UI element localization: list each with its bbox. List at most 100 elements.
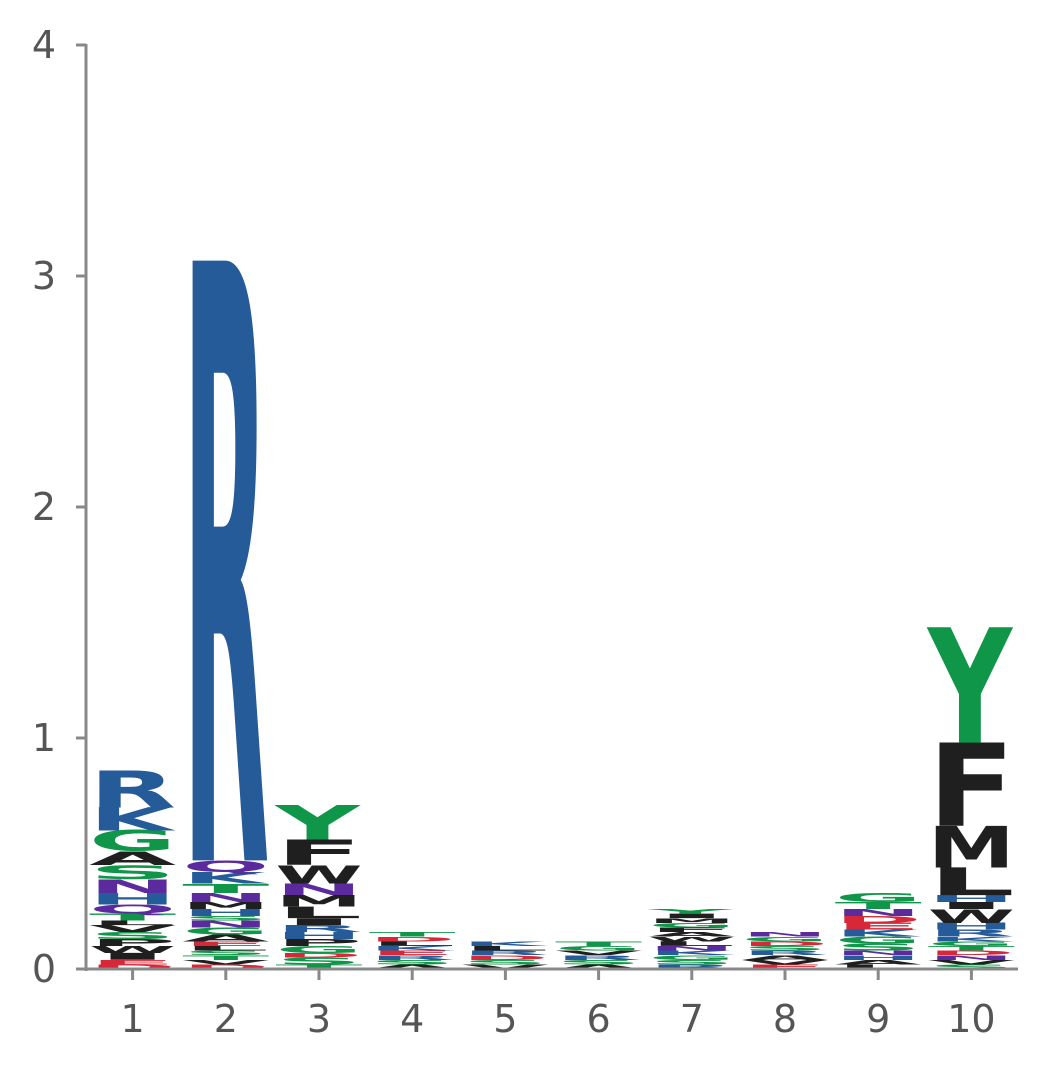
y-tick-label: 3 [32,254,56,298]
logo-letter-Y: Y [926,596,1013,781]
logo-letter-L: L [89,919,176,926]
logo-letter-S: S [555,959,642,966]
logo-letter-H: H [928,921,1015,932]
logo-letter-E: E [89,959,176,966]
logo-letter-I: I [928,900,1015,911]
logo-letter-N: N [835,907,922,918]
logo-letter-W: W [928,905,1015,927]
logo-letter-G: G [835,890,922,905]
logo-letter-W: W [648,936,735,943]
logo-letter-K: K [648,949,736,956]
logo-letter-F: F [648,926,735,933]
logo-letter-H: H [835,954,922,961]
logo-letter-V: V [741,959,829,966]
logo-letter-M: M [182,900,269,911]
logo-letter-G: G [275,944,362,955]
y-axis-ticks: 0 1 2 3 4 [32,23,86,991]
logo-letter-T: T [835,900,922,911]
logo-letter-A: A [555,963,643,970]
logo-letter-R: R [462,949,549,956]
logo-letter-D: D [462,954,549,961]
logo-letter-M: M [928,815,1015,881]
logo-letter-M: M [275,892,362,910]
logo-letter-H: H [89,890,176,908]
logo-letter-K: K [462,940,550,947]
logo-letter-E: E [835,921,922,932]
logo-letter-V: V [555,949,643,956]
logo-letter-R: R [648,963,735,970]
logo-letter-G: G [648,922,735,929]
y-tick-label: 0 [32,947,56,991]
x-tick-label: 3 [307,997,331,1041]
logo-letter-E: E [182,940,269,947]
x-tick-label: 5 [493,997,517,1041]
logo-letter-D: D [741,940,828,947]
logo-letter-D: D [182,963,269,970]
logo-letter-R: R [89,761,176,820]
x-tick-label: 2 [214,997,238,1041]
x-tick-label: 10 [947,997,995,1041]
logo-letter-N: N [182,919,269,930]
logo-letter-L: L [275,904,362,922]
logo-letter-K: K [369,945,457,952]
logo-letter-L: L [835,963,922,970]
logo-letter-S: S [369,959,456,966]
logo-letter-H: H [275,930,362,941]
logo-letter-P: P [275,937,362,948]
logo-letter-S: S [928,963,1015,970]
logo-letter-A: A [835,959,923,966]
logo-letter-M: M [648,917,735,924]
logo-letter-L: L [928,860,1015,904]
logo-letter-I: I [275,916,362,927]
logo-letter-P: P [89,937,176,948]
logo-letter-S: S [648,959,735,966]
logo-letter-A: A [182,932,269,943]
logo-letter-I: I [89,951,176,962]
logo-letter-K: K [835,928,922,939]
logo-letter-L: L [648,940,735,947]
x-tick-label: 6 [587,997,611,1041]
logo-letter-T: T [182,881,269,896]
logo-letter-A: A [369,963,457,970]
logo-letter-N: N [275,880,362,898]
logo-letter-V: V [89,923,176,934]
x-tick-label: 7 [680,997,704,1041]
y-tick-label: 4 [32,23,56,67]
logo-letter-G: G [928,940,1015,947]
logo-letter-R: R [182,98,269,1055]
logo-letter-V: V [928,959,1016,966]
logo-letter-N: N [928,954,1015,961]
logo-letter-S: S [89,930,176,941]
logo-letter-S: S [741,945,828,952]
logo-letter-R: R [928,928,1015,939]
logo-letter-T: T [182,954,270,961]
logo-letter-Q: Q [182,858,269,876]
logo-letter-V: V [462,963,550,970]
logo-letter-G: G [741,935,828,942]
logo-letter-S: S [835,942,922,953]
logo-letter-K: K [928,935,1016,942]
logo-letter-F: F [928,720,1015,853]
logo-letter-N: N [182,890,269,905]
logo-letter-G: G [89,825,176,858]
logo-letter-S: S [462,959,549,966]
logo-letter-H: H [182,907,269,918]
logo-letter-R: R [555,954,642,961]
logo-letter-W: W [275,860,362,889]
logo-letter-T: T [275,963,363,970]
logo-letter-A: A [741,954,829,961]
logo-letter-S: S [89,862,176,884]
logo-letter-K: K [182,869,269,887]
logo-letter-Y: Y [647,908,735,915]
logo-letter-D: D [835,914,922,925]
logo-letter-G: G [648,954,735,961]
logo-letter-L: L [462,945,549,952]
logo-letter-H: H [928,893,1015,904]
logo-letter-D: D [89,963,176,970]
logo-letter-F: F [275,833,362,874]
logo-letter-N: N [835,949,922,956]
logo-letter-L: L [369,940,456,947]
logo-letter-L: L [182,945,269,952]
